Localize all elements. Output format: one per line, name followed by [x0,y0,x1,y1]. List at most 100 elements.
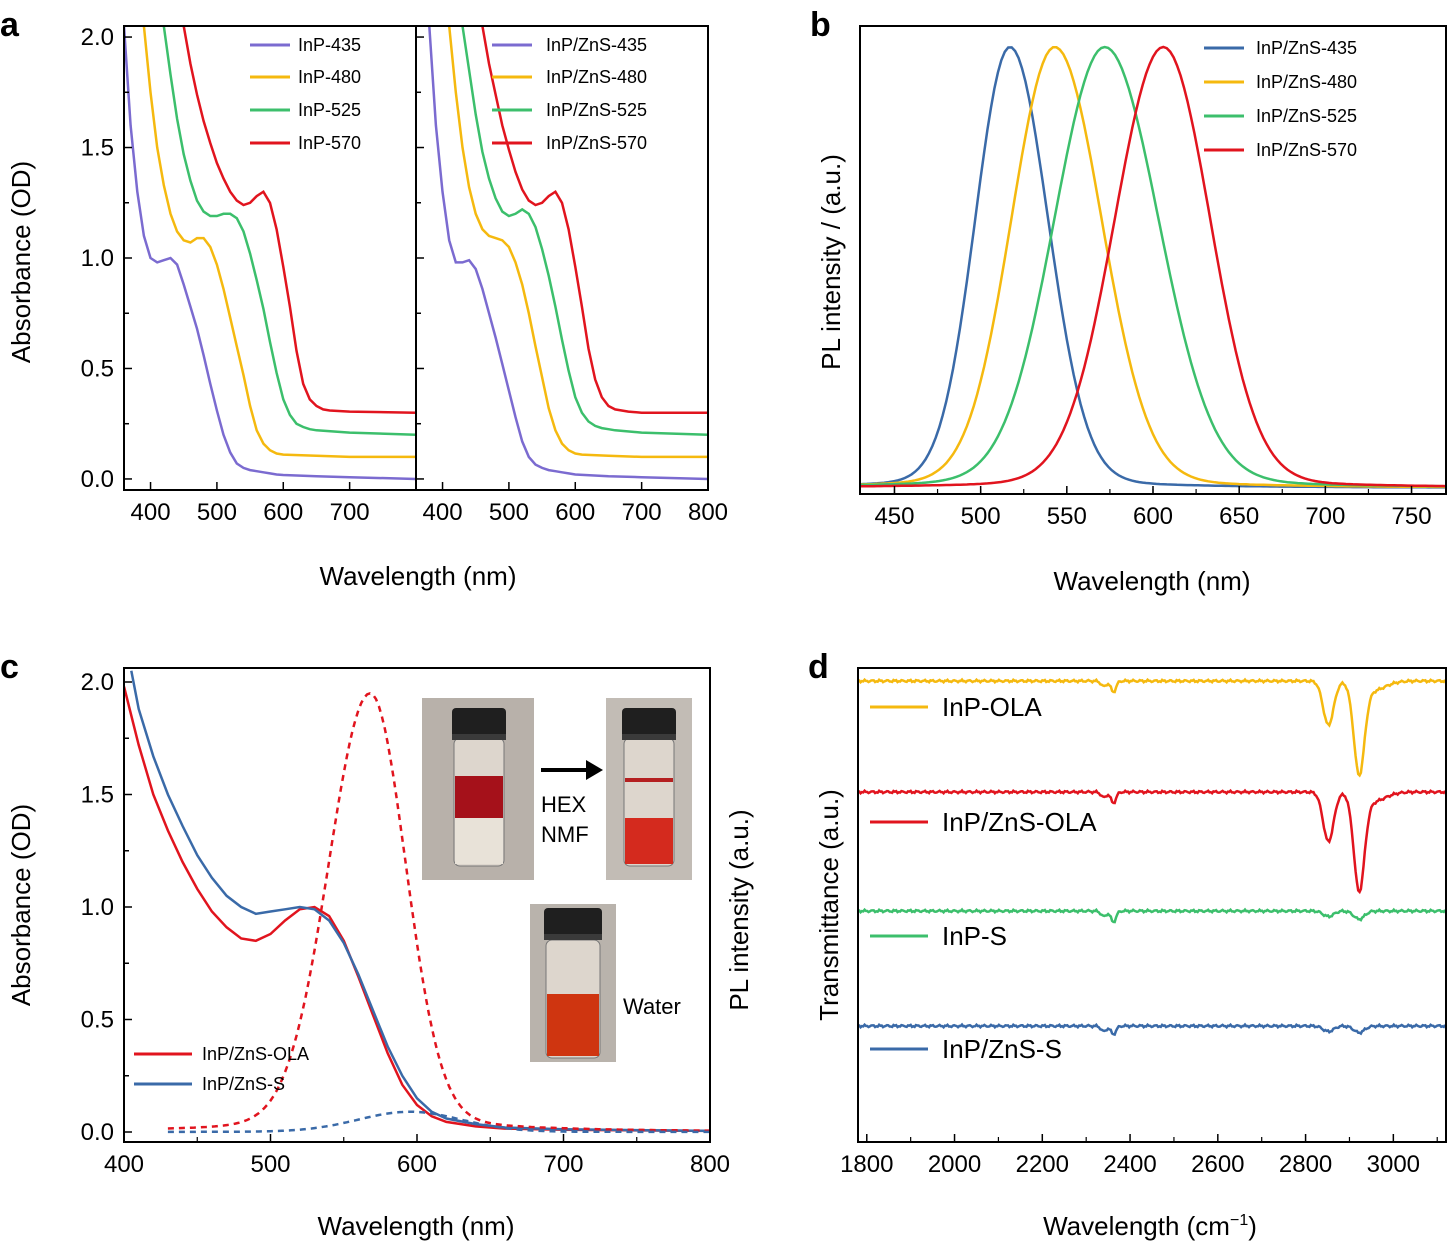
panel-a-xlabel: Wavelength (nm) [320,561,517,591]
panel-d-xlabel: Wavelength (cm−1) [1043,1211,1257,1241]
panel-d-xtick-label: 1800 [840,1151,893,1178]
panel-a-left-xtick-label: 500 [197,499,237,526]
panel-a-right-xtick-label: 700 [622,499,662,526]
legend-label-inpzns-525: InP/ZnS-525 [546,100,647,120]
pl-line-inp-zns-480 [860,46,1446,489]
panel-b-legend: InP/ZnS-435 InP/ZnS-480 InP/ZnS-525 InP/… [1204,38,1357,160]
c-line-inp-zns-ola-pl [167,691,710,1132]
legend-label-inpzns-435: InP/ZnS-435 [546,35,647,55]
panel-c-letter: c [0,648,19,686]
panel-a-ytick-label: 1.0 [81,245,114,272]
inset-label-hex: HEX [541,792,587,817]
panel-b-xtick-label: 500 [961,503,1001,530]
panel-c: c Absorbance (OD) PL intensity (a.u.) Wa… [0,648,754,1241]
panel-b: b PL intensity / (a.u.) Wavelength (nm) … [810,6,1447,596]
panel-b-xtick-label: 600 [1133,503,1173,530]
panel-c-xtick-label: 700 [543,1151,583,1178]
panel-a-right-xtick-label: 800 [688,499,728,526]
panel-a-left-xtick-label: 400 [131,499,171,526]
panel-d-xtick-label: 2800 [1279,1151,1332,1178]
panel-a-right-legend: InP/ZnS-435 InP/ZnS-480 InP/ZnS-525 InP/… [492,35,647,153]
panel-b-frame [859,25,1447,495]
legend-label-inp-570: InP-570 [298,133,361,153]
panel-b-xlabel: Wavelength (nm) [1054,566,1251,596]
panel-c-ytick-label: 0.5 [81,1007,114,1034]
vial-photo-hex-nmf [422,698,534,880]
panel-c-xtick-label: 400 [104,1151,144,1178]
panel-d-xtick-label: 3000 [1367,1151,1420,1178]
panel-c-ylabel: Absorbance (OD) [6,804,36,1006]
panel-d-frame [857,667,1447,1143]
panel-c-ytick-label: 1.5 [81,782,114,809]
panel-b-ylabel: PL intensity / (a.u.) [816,154,846,370]
panel-d-plot: 1800 2000 2200 2400 2600 2800 3000 [840,677,1446,1178]
legend-label-d-inpzns-ola: InP/ZnS-OLA [942,807,1097,837]
panel-c-legend: InP/ZnS-OLA InP/ZnS-S [134,1044,309,1094]
legend-label-d-inp-s: InP-S [942,921,1007,951]
panel-a-left-legend: InP-435 InP-480 InP-525 InP-570 [250,35,361,153]
legend-label-b-525: InP/ZnS-525 [1256,106,1357,126]
panel-c-frame [123,667,711,1143]
panel-b-xtick-label: 550 [1047,503,1087,530]
arrow-icon [541,760,603,780]
pl-line-inp-zns-525 [860,45,1446,488]
legend-label-c-s: InP/ZnS-S [202,1074,285,1094]
panel-b-plot: 450 500 550 600 650 700 750 [860,45,1446,530]
pl-line-inp-zns-435 [860,46,1446,489]
legend-label-inpzns-480: InP/ZnS-480 [546,67,647,87]
legend-label-d-inpzns-s: InP/ZnS-S [942,1034,1062,1064]
legend-label-inp-480: InP-480 [298,67,361,87]
vial-photo-water [530,904,616,1062]
legend-label-inp-435: InP-435 [298,35,361,55]
panel-c-plot: 400 500 600 700 800 0.0 0.5 1.0 1.5 2.0 [81,669,730,1178]
line-inp-zns-570 [481,26,708,414]
ftir-line-inp-ola [858,677,1446,778]
c-line-inp-zns-ola [124,686,710,1133]
panel-d-xtick-label: 2200 [1016,1151,1069,1178]
inset-label-water: Water [623,994,681,1019]
ftir-line-inp-zns-ola [858,788,1446,895]
panel-a: a Absorbance (OD) Wavelength (nm) 400 500… [0,6,728,591]
line-inp-zns-435 [428,26,708,481]
ftir-line-inp-s [858,907,1446,924]
panel-c-xtick-label: 600 [397,1151,437,1178]
panel-a-ytick-label: 1.5 [81,135,114,162]
panel-a-left-xtick-label: 700 [330,499,370,526]
panel-a-ytick-label: 2.0 [81,24,114,51]
line-inp-zns-480 [447,26,708,459]
inset-label-nmf: NMF [541,822,589,847]
legend-label-b-570: InP/ZnS-570 [1256,140,1357,160]
line-inp-570 [182,26,416,414]
panel-c-xtick-label: 800 [690,1151,730,1178]
panel-b-xtick-label: 700 [1305,503,1345,530]
c-line-inp-zns-s-pl [167,1110,710,1134]
panel-a-ytick-label: 0.5 [81,355,114,382]
legend-label-inp-525: InP-525 [298,100,361,120]
panel-a-left-plot: 400 500 600 700 0.0 0.5 1.0 1.5 2.0 [81,24,416,526]
legend-label-inpzns-570: InP/ZnS-570 [546,133,647,153]
line-inp-zns-525 [461,26,708,437]
panel-b-xtick-label: 750 [1392,503,1432,530]
line-inp-525 [162,26,416,437]
panel-d-xtick-label: 2600 [1191,1151,1244,1178]
panel-c-ytick-label: 2.0 [81,669,114,696]
legend-label-c-ola: InP/ZnS-OLA [202,1044,309,1064]
panel-a-left-xtick-label: 600 [263,499,303,526]
panel-a-right-plot: 400 500 600 700 800 [416,26,728,526]
panel-a-letter: a [0,6,20,44]
panel-b-xtick-label: 650 [1219,503,1259,530]
panel-b-letter: b [810,6,831,44]
panel-a-right-xtick-label: 600 [555,499,595,526]
pl-line-inp-zns-570 [860,45,1446,488]
vial-photo-after [606,698,692,880]
panel-c-ylabel-right: PL intensity (a.u.) [724,809,754,1010]
panel-a-right-xtick-label: 500 [489,499,529,526]
panel-d-legend: InP-OLA InP/ZnS-OLA InP-S InP/ZnS-S [870,692,1097,1064]
panel-a-ytick-label: 0.0 [81,466,114,493]
ftir-line-inp-zns-s [858,1022,1446,1037]
panel-a-ylabel: Absorbance (OD) [6,161,36,363]
legend-label-d-inp-ola: InP-OLA [942,692,1042,722]
panel-d-ylabel: Transmittance (a.u.) [814,789,844,1021]
legend-label-b-480: InP/ZnS-480 [1256,72,1357,92]
